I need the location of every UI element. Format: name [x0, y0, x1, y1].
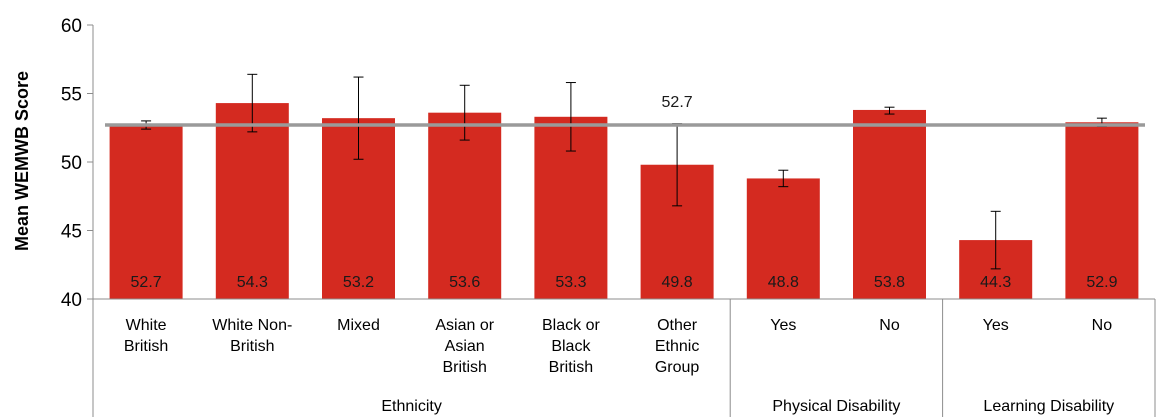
bar — [215, 103, 289, 299]
data-label: 53.2 — [343, 274, 374, 291]
group-label: Ethnicity — [381, 398, 441, 415]
category-label-line: Other — [657, 317, 698, 334]
reference-line-label: 52.7 — [662, 94, 693, 111]
category-label-line: Yes — [983, 317, 1009, 334]
data-label: 53.6 — [449, 274, 480, 291]
data-label: 54.3 — [237, 274, 268, 291]
reference-line-group: 52.7 — [105, 94, 1145, 127]
data-label: 48.8 — [768, 274, 799, 291]
y-axis: 40 45 50 55 60 — [61, 16, 94, 311]
data-label: 52.9 — [1086, 274, 1117, 291]
category-label-line: Asian or — [435, 317, 494, 334]
y-tick-label: 45 — [61, 222, 82, 243]
y-tick-label: 40 — [61, 290, 82, 311]
category-label: Yes — [770, 317, 796, 334]
category-label-line: No — [879, 317, 900, 334]
category-label: Other Ethnic Group — [655, 317, 700, 376]
category-label-line: Group — [655, 359, 700, 376]
bars — [109, 103, 1139, 300]
data-labels: 52.7 54.3 53.2 53.6 53.3 49.8 48.8 53.8 44.3 52.9 — [131, 274, 1118, 291]
category-label: No — [1092, 317, 1113, 334]
y-tick-label: 60 — [61, 16, 82, 37]
category-label: Asian or Asian British — [435, 317, 494, 376]
bar — [853, 109, 926, 299]
category-label: No — [879, 317, 900, 334]
y-axis-label: Mean WEMWB Score — [12, 71, 32, 251]
group-label: Learning Disability — [983, 398, 1114, 415]
category-label-line: No — [1092, 317, 1113, 334]
category-label-line: Asian — [445, 338, 485, 355]
category-label: White British — [124, 317, 168, 355]
category-label: White Non- British — [212, 317, 292, 355]
category-label-line: British — [124, 338, 168, 355]
data-label: 44.3 — [980, 274, 1011, 291]
bar — [109, 125, 183, 299]
y-tick-label: 50 — [61, 153, 82, 174]
category-label-line: British — [549, 359, 593, 376]
group-label: Physical Disability — [772, 398, 900, 415]
data-label: 53.3 — [555, 274, 586, 291]
data-label: 52.7 — [131, 274, 162, 291]
category-label-line: Yes — [770, 317, 796, 334]
category-label-line: Ethnic — [655, 338, 699, 355]
category-label: Mixed — [337, 317, 380, 334]
bar — [746, 178, 820, 299]
category-label-line: White — [126, 317, 167, 334]
data-label: 53.8 — [874, 274, 905, 291]
category-label-line: White Non- — [212, 317, 292, 334]
x-axis: White British White Non- British Mixed Asian … — [92, 298, 1156, 417]
y-tick-label: 55 — [61, 85, 82, 106]
bar — [428, 112, 502, 300]
category-label-line: Black or — [542, 317, 600, 334]
category-label-line: Mixed — [337, 317, 380, 334]
category-label: Black or Black British — [542, 317, 600, 376]
category-label-line: British — [230, 338, 274, 355]
category-label-line: Black — [551, 338, 591, 355]
bar — [1065, 122, 1139, 300]
category-label: Yes — [983, 317, 1009, 334]
category-label-line: British — [442, 359, 486, 376]
data-label: 49.8 — [662, 274, 693, 291]
